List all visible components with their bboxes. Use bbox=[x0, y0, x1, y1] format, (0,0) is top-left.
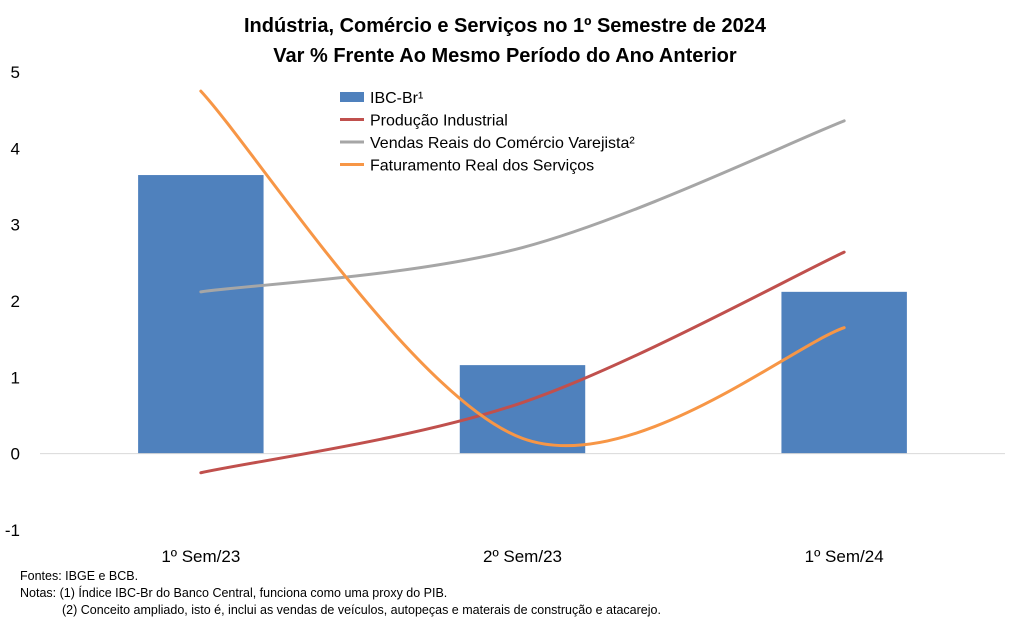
legend-label: Faturamento Real dos Serviços bbox=[370, 158, 594, 175]
chart-subtitle: Var % Frente Ao Mesmo Período do Ano Ant… bbox=[273, 45, 737, 67]
bar bbox=[781, 291, 907, 454]
note-1: Notas: (1) Índice IBC-Br do Banco Centra… bbox=[20, 585, 447, 600]
y-tick-label: -1 bbox=[5, 521, 20, 540]
y-tick-label: 0 bbox=[11, 445, 20, 464]
source-note: Fontes: IBGE e BCB. bbox=[20, 569, 138, 583]
y-tick-label: 1 bbox=[11, 368, 20, 387]
legend-swatch bbox=[340, 92, 364, 102]
series-line bbox=[199, 119, 846, 294]
y-tick-label: 4 bbox=[11, 139, 20, 158]
x-tick-label: 1º Sem/24 bbox=[805, 547, 884, 566]
note-2: (2) Conceito ampliado, isto é, inclui as… bbox=[62, 603, 661, 617]
y-tick-label: 3 bbox=[11, 216, 20, 235]
y-tick-label: 5 bbox=[11, 63, 20, 82]
x-tick-label: 2º Sem/23 bbox=[483, 547, 562, 566]
series-line bbox=[199, 89, 846, 448]
y-axis: 5 4 3 2 1 0 -1 bbox=[5, 63, 20, 540]
legend-label: IBC-Br¹ bbox=[370, 90, 423, 107]
x-tick-label: 1º Sem/23 bbox=[161, 547, 240, 566]
line-group bbox=[199, 89, 846, 475]
bar-group bbox=[138, 175, 907, 454]
bar bbox=[138, 175, 264, 454]
legend: IBC-Br¹ Produção Industrial Vendas Reais d… bbox=[340, 90, 635, 175]
x-axis: 1º Sem/23 2º Sem/23 1º Sem/24 bbox=[161, 547, 883, 566]
y-tick-label: 2 bbox=[11, 292, 20, 311]
legend-label: Vendas Reais do Comércio Varejista² bbox=[370, 135, 635, 152]
legend-label: Produção Industrial bbox=[370, 113, 508, 130]
series-line bbox=[199, 250, 846, 475]
chart-title: Indústria, Comércio e Serviços no 1º Sem… bbox=[244, 15, 767, 37]
bar bbox=[459, 365, 586, 454]
